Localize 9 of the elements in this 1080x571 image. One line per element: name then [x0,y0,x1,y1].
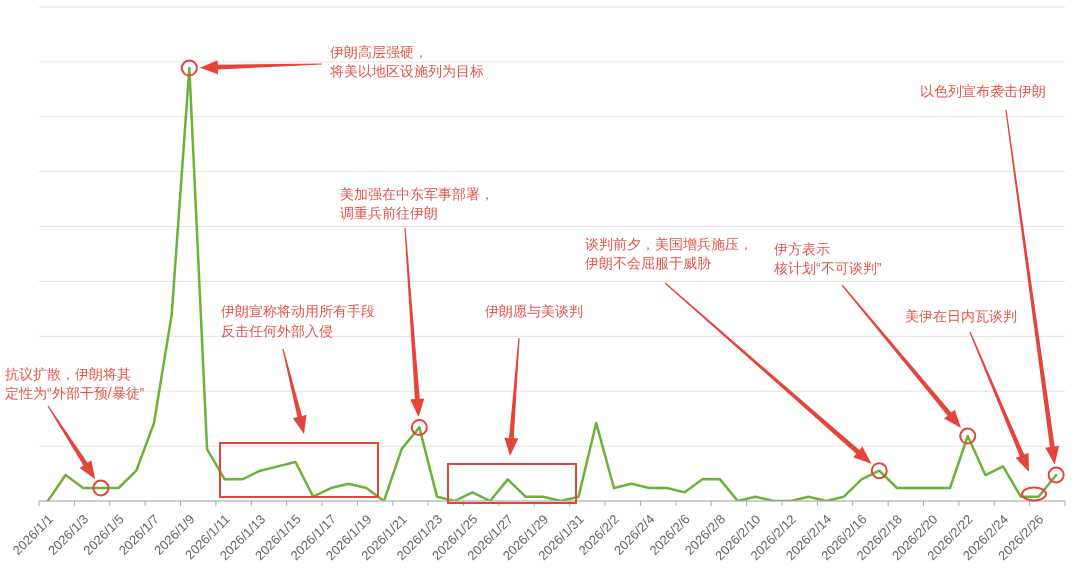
annotation: 伊朗高层强硬，将美以地区设施列为目标 [329,44,484,79]
annotation: 伊朗愿与美谈判 [485,303,583,319]
annotation: 抗议扩散，伊朗将其定性为“外部干预/暴徒” [5,366,145,401]
annotation: 伊朗宣称将动用所有手段反击任何外部入侵 [221,303,375,339]
annotation: 美伊在日内瓦谈判 [905,308,1017,324]
annotation: 以色列宣布袭击伊朗 [920,83,1046,99]
annotation: 伊方表示核计划“不可谈判” [773,241,882,276]
annotation: 美加强在中东军事部署，调重兵前往伊朗 [340,186,494,221]
annotation: 谈判前夕，美国增兵施压，伊朗不会屈服于威胁 [585,236,753,271]
